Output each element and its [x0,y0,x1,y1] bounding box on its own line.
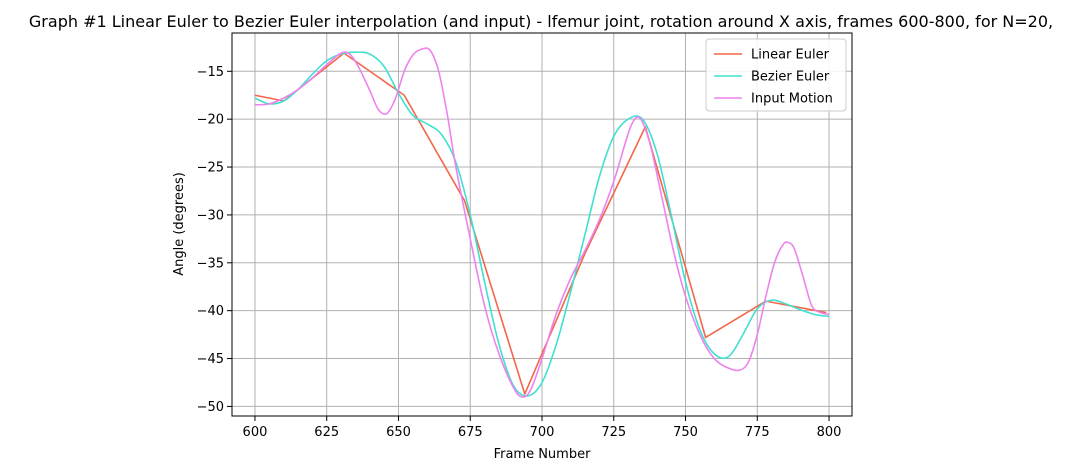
y-tick-label: −50 [197,400,224,415]
x-tick-label: 725 [601,425,626,440]
y-tick-label: −20 [197,113,224,128]
x-tick-label: 675 [458,425,483,440]
legend: Linear Euler Bezier Euler Input Motion [705,38,847,112]
chart-title: Graph #1 Linear Euler to Bezier Euler in… [29,12,1053,31]
x-tick-label: 650 [386,425,411,440]
y-tick-label: −45 [197,352,224,367]
y-tick-label: −15 [197,65,224,80]
legend-box [705,38,847,112]
x-tick-label: 775 [745,425,770,440]
y-tick-label: −35 [197,256,224,271]
legend-label-linear-euler: Linear Euler [751,48,830,63]
x-tick-label: 750 [673,425,698,440]
legend-label-input-motion: Input Motion [751,92,833,107]
x-axis-label: Frame Number [494,447,592,462]
series-line-input-motion [254,47,830,398]
x-tick-label: 800 [817,425,842,440]
grid [232,33,852,416]
series-layer [254,47,830,398]
y-tick-label: −40 [197,304,224,319]
x-tick-label: 625 [314,425,339,440]
x-tick-label: 700 [530,425,555,440]
legend-label-bezier-euler: Bezier Euler [751,70,830,85]
series-line-linear-euler [254,52,827,395]
ticks: 600 625 650 675 700 725 750 775 800 −15 −20 −25 −30 −… [197,65,842,440]
y-axis-label: Angle (degrees) [172,172,187,276]
y-tick-label: −25 [197,161,224,176]
x-tick-label: 600 [243,425,268,440]
y-tick-label: −30 [197,208,224,223]
series-line-bezier-euler [254,51,830,397]
